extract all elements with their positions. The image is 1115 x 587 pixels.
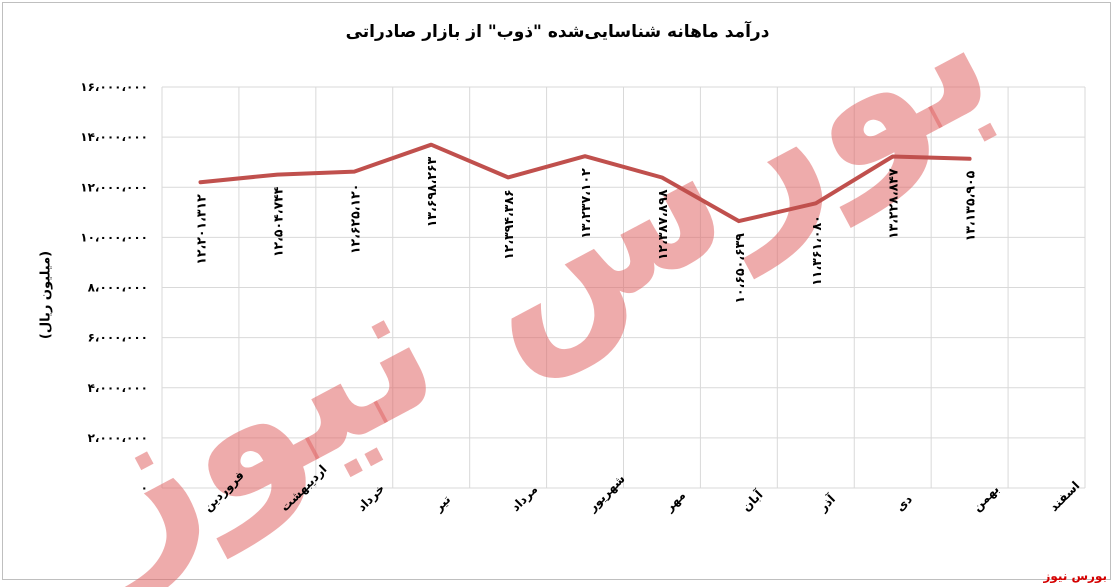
data-label: ۱۱،۳۶۱،۰۸۰ [809,215,824,286]
y-tick-label: ۱۶،۰۰۰،۰۰۰ [80,80,148,94]
series-line-0 [198,142,972,224]
y-tick-label: ۶،۰۰۰،۰۰۰ [88,331,148,345]
y-tick-label: ۱۲،۰۰۰،۰۰۰ [80,180,148,194]
source-label: بورس نیوز [1043,569,1107,583]
data-label: ۱۲،۵۰۴،۷۴۴ [270,186,285,257]
data-label: ۱۲،۳۸۷،۸۹۸ [655,189,670,260]
data-label: ۱۳،۲۲۸،۸۴۷ [886,168,901,239]
y-tick-label: ۰ [141,481,148,495]
chart-frame [2,2,1111,580]
y-tick-label: ۸،۰۰۰،۰۰۰ [88,281,148,295]
chart-title: درآمد ماهانه شناسایی‌شده "ذوب" از بازار … [345,22,770,42]
data-label: ۱۲،۲۰۱،۳۱۲ [193,194,208,265]
x-category-label: مرداد [508,482,540,514]
x-category-label: شهریور [585,472,629,516]
x-category-label: بهمن [970,482,1002,514]
x-category-label: اسفند [1047,478,1083,514]
y-tick-label: ۱۰،۰۰۰،۰۰۰ [80,230,148,244]
data-label: ۱۳،۱۳۵،۹۰۵ [963,170,978,241]
x-category-label: تیر [431,492,454,515]
x-category-label: دی [893,492,915,514]
x-category-label: مهر [661,488,688,515]
data-label: ۱۲،۶۲۵،۱۲۰ [347,184,362,255]
series-line [198,142,972,224]
gridlines [161,86,1086,489]
data-labels: ۱۲،۲۰۱،۳۱۲ ۱۲،۵۰۴،۷۴۴ ۱۲،۶۲۵،۱۲۰ ۱۳،۶۹۸،۲۶۳… [193,156,977,303]
y-axis-ticks: ۰ ۲،۰۰۰،۰۰۰ ۴،۰۰۰،۰۰۰ ۶،۰۰۰،۰۰۰ ۸،۰۰۰،۰۰۰ ۱۰،… [80,80,148,495]
y-tick-label: ۱۴،۰۰۰،۰۰۰ [80,130,148,144]
data-label: ۱۲،۳۹۴،۳۸۶ [501,189,516,260]
data-label: ۱۳،۲۳۷،۱۰۲ [578,168,593,239]
y-tick-label: ۲،۰۰۰،۰۰۰ [88,431,148,445]
y-tick-label: ۴،۰۰۰،۰۰۰ [88,381,148,395]
x-category-label: آبان [738,486,766,514]
data-label: ۱۳،۶۹۸،۲۶۳ [424,156,439,227]
data-label: ۱۰،۶۵۰،۶۳۹ [732,233,747,304]
x-category-label: آذر [815,491,839,515]
